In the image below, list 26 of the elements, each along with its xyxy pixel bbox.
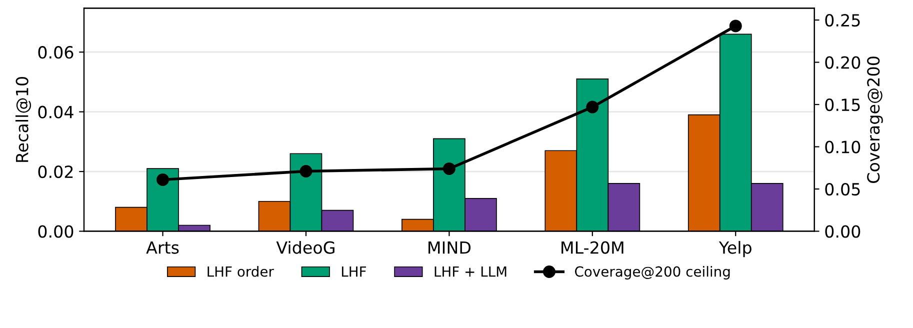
y-tick-label: 0.00 (38, 225, 74, 238)
legend-label: LHF + LLM (434, 266, 506, 277)
y2-tick-label: 0.25 (825, 14, 860, 27)
x-tick-label: VideoG (276, 240, 334, 254)
legend-label: LHF order (208, 266, 274, 277)
x-tick-label: MIND (428, 241, 471, 254)
y2-tick-label: 0.05 (825, 182, 860, 196)
point (442, 162, 456, 175)
x-tick-label: Arts (146, 241, 179, 254)
x-tick-label: Yelp (718, 240, 752, 258)
y-tick-label: 0.04 (38, 106, 74, 118)
y2-tick-label: 0.00 (825, 225, 860, 238)
legend-label: Coverage@200 ceiling (575, 266, 730, 280)
x-tick-label: ML-20M (562, 241, 624, 254)
point (300, 165, 312, 178)
y-tick-label: 0.02 (38, 165, 73, 178)
y2-tick-label: 0.10 (825, 140, 860, 154)
y2-axis-title: Coverage@200 (867, 56, 883, 183)
y2-tick-label: 0.15 (825, 98, 860, 112)
point (586, 100, 599, 114)
y-tick-label: 0.06 (38, 46, 74, 59)
point (729, 20, 742, 32)
point (156, 173, 170, 186)
y2-tick-label: 0.20 (825, 56, 860, 69)
y-axis-title: Recall@10 (15, 77, 32, 162)
legend-label: LHF (342, 266, 366, 277)
